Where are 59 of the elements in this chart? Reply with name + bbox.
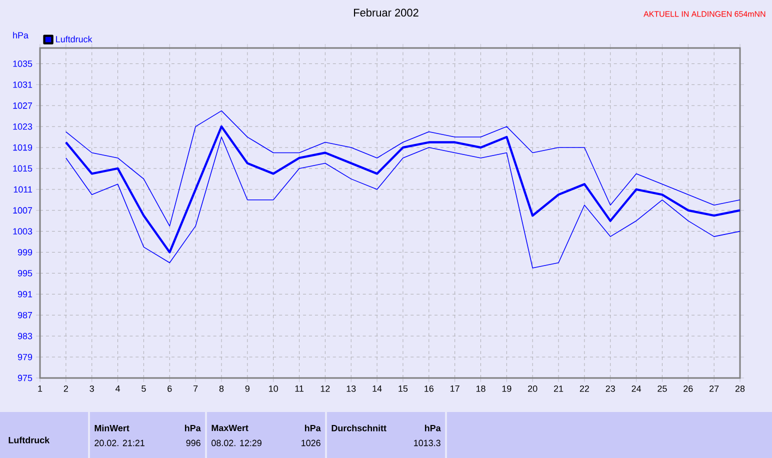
text: MaxWert — [212, 424, 248, 432]
x-tick-label: 25 — [658, 386, 667, 392]
x-tick-label: 20 — [528, 386, 538, 392]
x-tick-label: 17 — [450, 386, 460, 392]
x-tick-label: 21 — [554, 386, 564, 392]
x-tick-label: 28 — [735, 386, 745, 392]
x-tick-label: 8 — [219, 386, 224, 392]
x-tick-label: 11 — [295, 386, 304, 392]
x-tick-label: 27 — [710, 386, 719, 392]
text: Durchschnitt — [332, 424, 386, 432]
x-tick-label: 3 — [90, 386, 94, 392]
x-tick-label: 1 — [38, 386, 42, 392]
text: 996 — [186, 440, 200, 446]
x-tick-label: 23 — [606, 386, 615, 392]
x-tick-label: 26 — [684, 386, 693, 392]
x-tick-label: 9 — [245, 386, 250, 392]
x-tick-label: 6 — [168, 386, 172, 392]
y-tick-label: 979 — [18, 354, 32, 360]
x-tick-label: 15 — [398, 386, 408, 392]
y-tick-label: 995 — [18, 270, 32, 276]
text: 1026 — [302, 440, 320, 446]
y-tick-label: 975 — [18, 374, 32, 382]
chart-title: Februar 2002 — [354, 8, 418, 17]
text: Luftdruck — [8, 436, 50, 444]
x-tick-label: 22 — [580, 386, 589, 392]
x-tick-label: 14 — [372, 386, 382, 392]
text: hPa — [424, 424, 441, 432]
x-tick-label: 13 — [346, 386, 356, 392]
y-tick-label: 1035 — [13, 60, 32, 67]
y-tick-label: 1003 — [13, 228, 32, 234]
y-tick-label: 991 — [18, 290, 32, 298]
x-tick-label: 5 — [142, 386, 146, 392]
x-tick-label: 16 — [424, 386, 434, 392]
x-tick-label: 4 — [115, 386, 120, 392]
y-axis-title: hPa — [13, 32, 28, 38]
y-tick-label: 983 — [18, 332, 32, 340]
y-tick-label: 1011 — [14, 186, 32, 193]
text: hPa — [304, 424, 321, 432]
x-tick-label: 18 — [476, 386, 486, 392]
y-tick-label: 1023 — [13, 123, 32, 130]
x-tick-label: 2 — [64, 386, 68, 392]
y-tick-label: 1031 — [13, 81, 32, 88]
text: 08.02. 12:29 — [212, 440, 262, 446]
y-tick-label: 1019 — [13, 144, 32, 151]
text: 1013.3 — [414, 440, 440, 446]
text: hPa — [184, 424, 201, 432]
legend-label: Luftdruck — [56, 36, 92, 42]
y-tick-label: 1027 — [13, 102, 32, 109]
x-tick-label: 12 — [320, 386, 330, 392]
text: 20.02. 21:21 — [94, 440, 144, 446]
x-tick-label: 24 — [632, 386, 642, 392]
text: MinWert — [94, 424, 130, 432]
y-tick-label: 1015 — [13, 165, 32, 172]
x-tick-label: 19 — [502, 386, 512, 392]
y-tick-label: 987 — [18, 312, 32, 318]
y-tick-label: 1007 — [13, 207, 32, 214]
x-tick-label: 7 — [194, 386, 198, 392]
x-tick-label: 10 — [269, 386, 278, 392]
y-tick-label: 999 — [18, 249, 32, 256]
